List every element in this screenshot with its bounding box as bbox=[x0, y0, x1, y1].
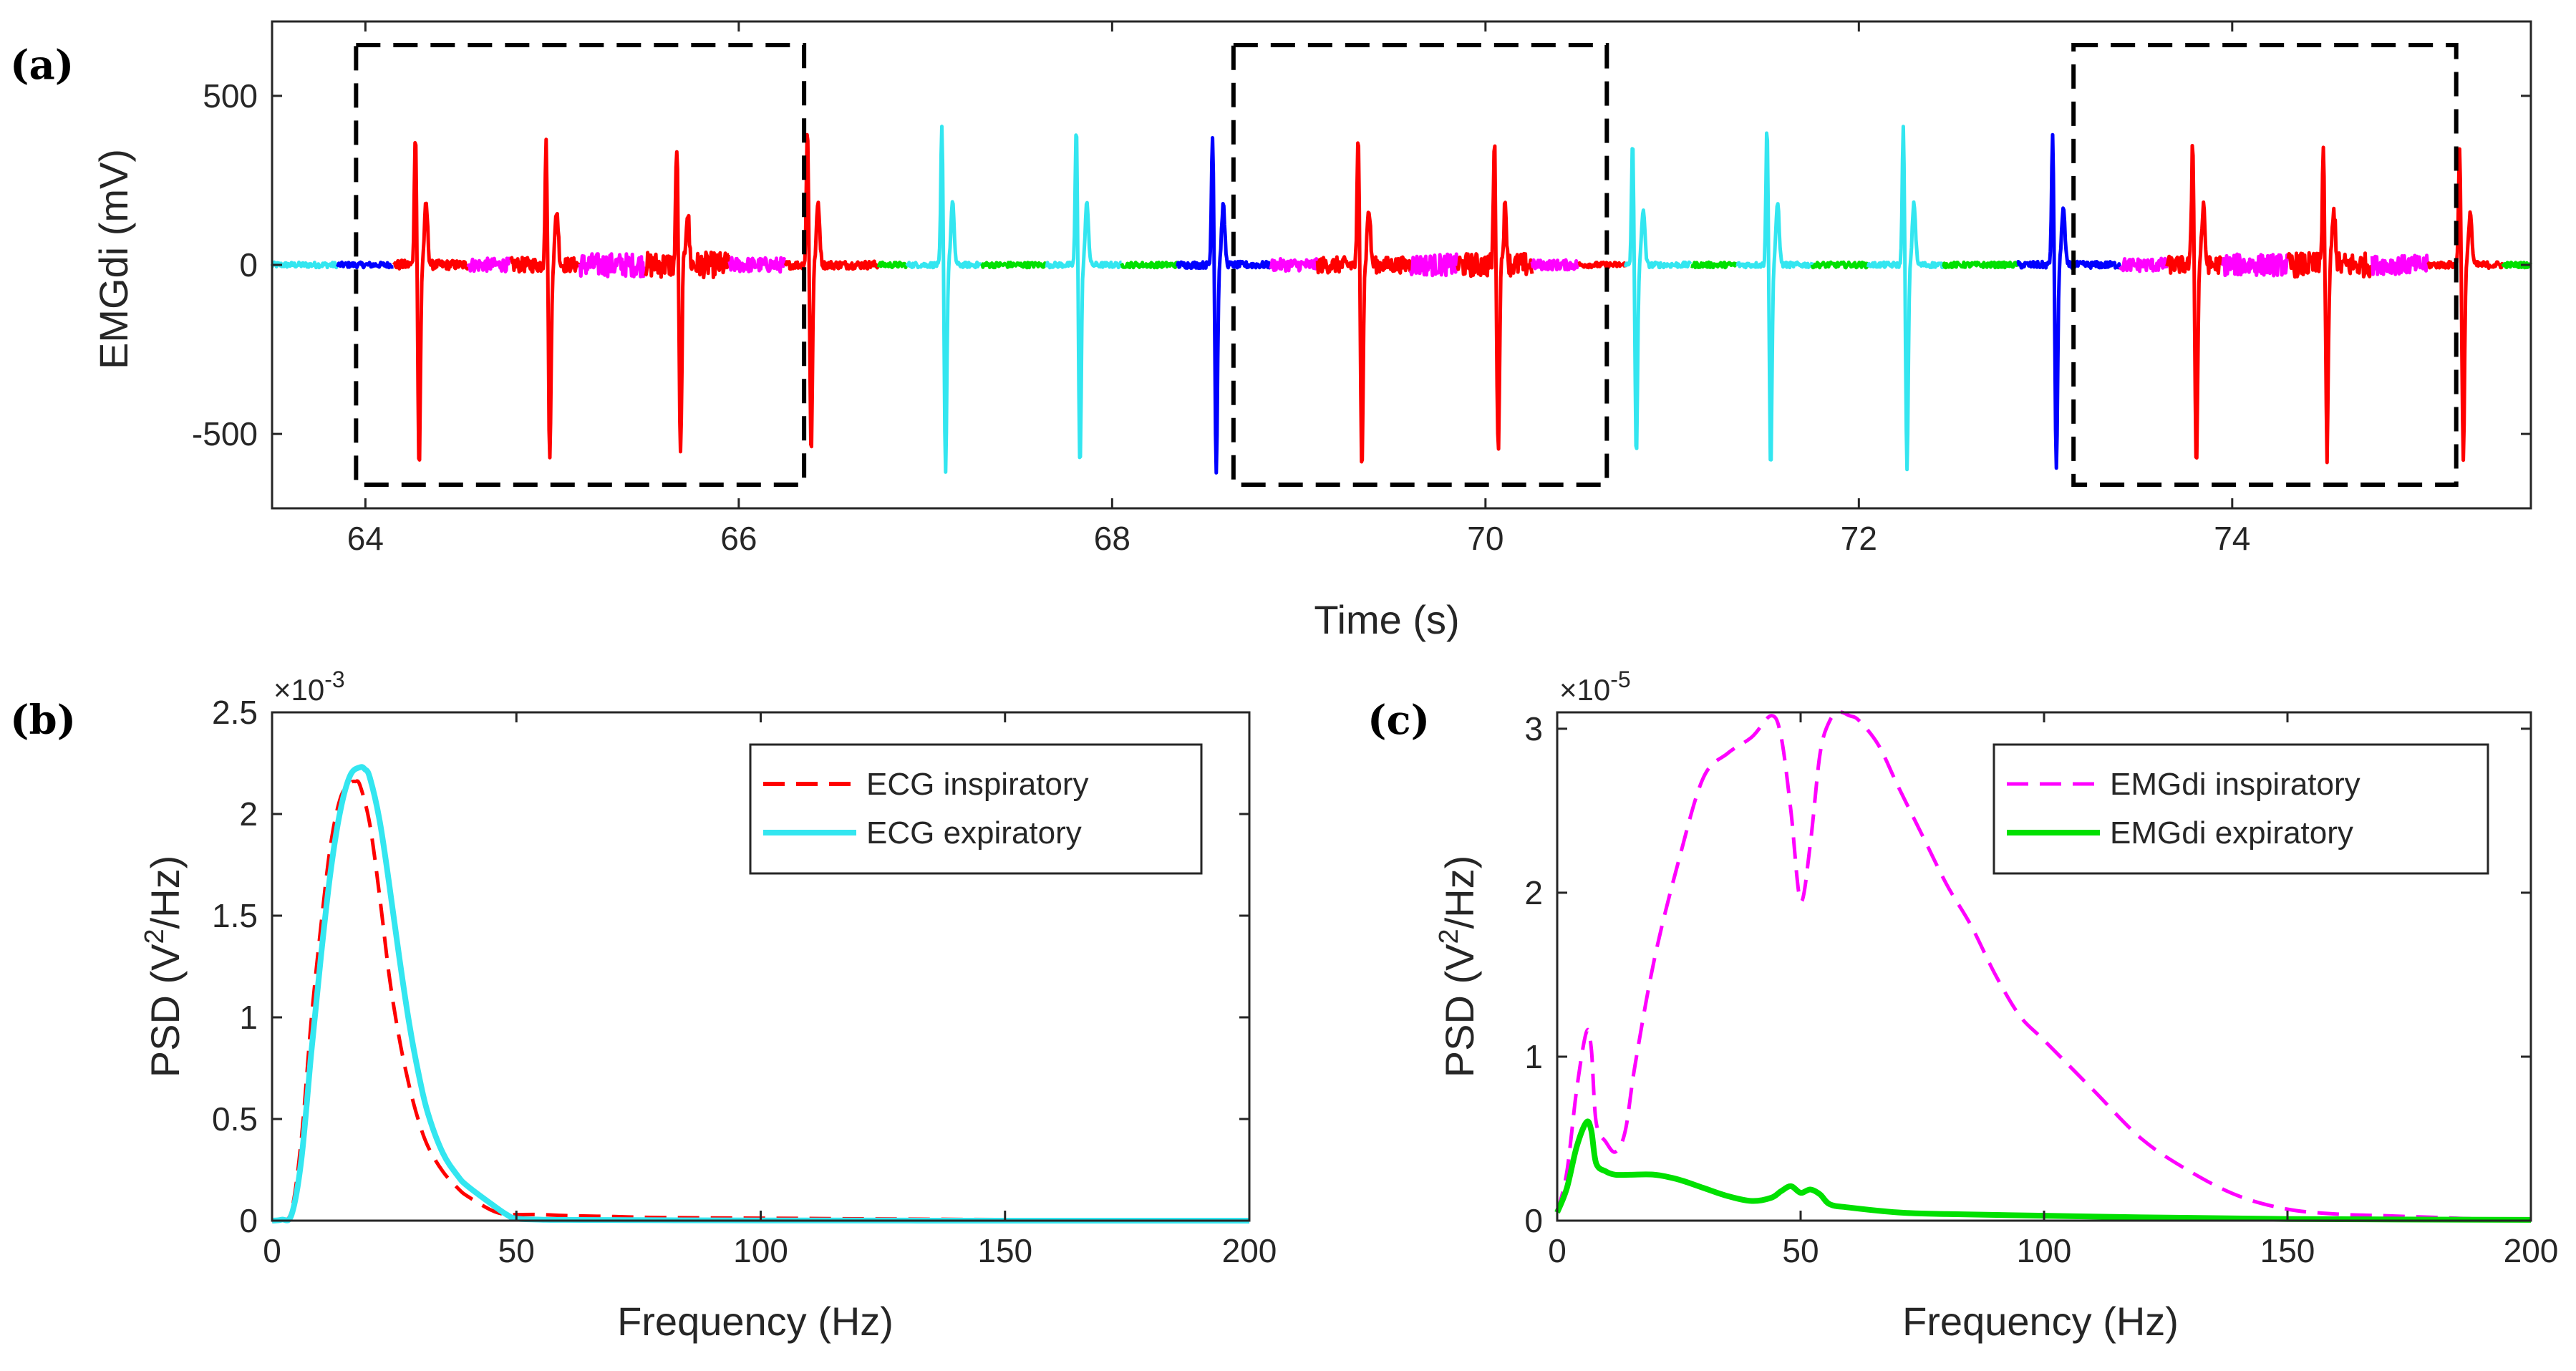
emgdi-trace-segment-magenta bbox=[1269, 257, 1320, 273]
emgdi-trace-segment-green bbox=[980, 261, 1048, 270]
emgdi-trace-segment-cyan bbox=[1045, 133, 1123, 460]
panel-a: (a) 64 66 68 70 72 74 -500 0 500 EMGdi (mV) Time… bbox=[10, 20, 2532, 642]
panel-a-xtick-label: 74 bbox=[2214, 520, 2250, 557]
emgdi-trace-segment-green bbox=[1810, 260, 1870, 270]
panel-b-axes: 0 50 100 150 200 0 0.5 1 1.5 2 2.5 bbox=[212, 694, 1277, 1269]
panel-c-xtick-label: 100 bbox=[2017, 1232, 2072, 1269]
emgdi-trace-segment-magenta bbox=[578, 252, 647, 278]
panel-b-tag: (b) bbox=[10, 697, 76, 744]
panel-a-traces bbox=[270, 125, 2532, 475]
emgdi-trace-segment-green bbox=[1942, 260, 2020, 270]
emgdi-trace-segment-red bbox=[644, 150, 730, 454]
emgdi-trace-segment-red bbox=[2426, 147, 2504, 462]
panel-c-ytick-label: 2 bbox=[1524, 874, 1543, 911]
panel-c-axes: 0 50 100 150 200 0 1 2 3 bbox=[1524, 710, 2558, 1269]
panel-b-legend-label-inspiratory: ECG inspiratory bbox=[866, 767, 1089, 802]
panel-b-ytick-label: 0.5 bbox=[212, 1100, 258, 1138]
panel-b-xtick-label: 50 bbox=[498, 1232, 535, 1269]
panel-a-xtick-label: 64 bbox=[347, 520, 384, 557]
panel-b-xtick-label: 100 bbox=[733, 1232, 788, 1269]
panel-b-legend: ECG inspiratory ECG expiratory bbox=[749, 743, 1203, 875]
emgdi-trace-segment-cyan bbox=[1735, 131, 1814, 462]
panel-c-ytick-label: 1 bbox=[1524, 1038, 1543, 1075]
emgdi-trace-segment-green bbox=[876, 260, 909, 270]
panel-b-exponent: ×10-3 bbox=[273, 667, 345, 707]
emgdi-trace-segment-green bbox=[1690, 260, 1739, 270]
panel-b-ytick-label: 2.5 bbox=[212, 694, 258, 731]
emgdi-trace-segment-magenta bbox=[1409, 252, 1459, 278]
inspiration-box-2 bbox=[1231, 43, 1609, 487]
panel-a-tag: (a) bbox=[10, 42, 74, 89]
panel-b-xtick-label: 200 bbox=[1222, 1232, 1277, 1269]
panel-b-ytick-label: 1.5 bbox=[212, 897, 258, 934]
panel-b-legend-box bbox=[749, 743, 1203, 875]
inspiration-box-1 bbox=[354, 43, 807, 487]
panel-c-legend-label-expiratory: EMGdi expiratory bbox=[2110, 815, 2353, 851]
panel-a-xlabel: Time (s) bbox=[1314, 597, 1459, 642]
emgdi-trace-segment-blue bbox=[2016, 132, 2122, 470]
panel-a-ytick-label: 500 bbox=[203, 77, 258, 115]
emgdi-trace-segment-green bbox=[2501, 261, 2532, 270]
panel-b-legend-label-expiratory: ECG expiratory bbox=[866, 815, 1082, 851]
panel-a-ytick-label: 0 bbox=[239, 246, 258, 284]
panel-c-ylabel: PSD (V2/Hz) bbox=[1434, 856, 1482, 1078]
panel-c-legend-box bbox=[1992, 743, 2489, 875]
panel-c-legend: EMGdi inspiratory EMGdi expiratory bbox=[1992, 743, 2489, 875]
panel-b-xtick-label: 0 bbox=[263, 1232, 281, 1269]
emgdi-trace-segment-cyan bbox=[270, 260, 339, 270]
panel-a-xtick-label: 70 bbox=[1467, 520, 1504, 557]
inspiration-box-3 bbox=[2071, 43, 2459, 487]
emgdi-trace-segment-red bbox=[509, 137, 582, 460]
panel-b-ytick-label: 2 bbox=[239, 795, 258, 833]
emgdi-trace-segment-magenta bbox=[2370, 253, 2431, 276]
panel-a-xtick-label: 68 bbox=[1094, 520, 1130, 557]
panel-c-xtick-label: 200 bbox=[2504, 1232, 2559, 1269]
emgdi-trace-segment-red bbox=[783, 132, 880, 449]
emgdi-trace-segment-magenta bbox=[2221, 252, 2290, 278]
panel-b: (b) 0 50 100 150 200 0 0.5 1 1.5 2 2.5 ×10-3 PSD (… bbox=[10, 667, 1277, 1344]
panel-c-legend-label-inspiratory: EMGdi inspiratory bbox=[2110, 767, 2360, 802]
emgdi-trace-segment-cyan bbox=[905, 125, 983, 474]
panel-a-xtick-label: 66 bbox=[720, 520, 757, 557]
emgdi-trace-segment-red bbox=[392, 141, 470, 462]
emgdi-trace-segment-magenta bbox=[727, 256, 787, 274]
emgdi-trace-segment-red bbox=[2286, 145, 2374, 465]
panel-c-xlabel: Frequency (Hz) bbox=[1902, 1299, 2179, 1344]
panel-c-ytick-label: 0 bbox=[1524, 1202, 1543, 1239]
panel-c-xtick-label: 0 bbox=[1548, 1232, 1567, 1269]
emgdi-trace-segment-red bbox=[1456, 144, 1534, 451]
panel-c-xtick-label: 150 bbox=[2260, 1232, 2315, 1269]
emgdi-trace-segment-blue bbox=[1176, 136, 1273, 475]
panel-a-ytick-label: -500 bbox=[192, 415, 258, 452]
panel-b-ylabel: PSD (V2/Hz) bbox=[140, 856, 188, 1078]
panel-c-ytick-label: 3 bbox=[1524, 710, 1543, 747]
panel-b-ytick-label: 0 bbox=[239, 1202, 258, 1239]
emgdi-trace-segment-magenta bbox=[466, 256, 513, 273]
panel-c-exponent: ×10-5 bbox=[1559, 667, 1631, 707]
emgdi-trace-segment-magenta bbox=[2119, 256, 2169, 273]
panel-c-series-expiratory bbox=[1554, 1118, 2532, 1223]
panel-a-dashed-boxes bbox=[354, 43, 2459, 487]
panel-a-xtick-label: 72 bbox=[1841, 520, 1877, 557]
panel-c-tag: (c) bbox=[1367, 697, 1430, 744]
panel-b-ytick-label: 1 bbox=[239, 999, 258, 1036]
emgdi-trace-segment-green bbox=[1120, 261, 1179, 270]
emgdi-trace-segment-blue bbox=[336, 260, 394, 270]
emgdi-trace-segment-red bbox=[1315, 141, 1412, 464]
panel-a-axes: 64 66 68 70 72 74 -500 0 500 bbox=[192, 20, 2532, 557]
panel-a-ylabel: EMGdi (mV) bbox=[91, 149, 136, 369]
emgdi-trace-segment-red bbox=[1577, 260, 1627, 270]
panel-c-xtick-label: 50 bbox=[1782, 1232, 1819, 1269]
emgdi-trace-segment-cyan bbox=[1866, 125, 1945, 472]
panel-c-series-inspiratory bbox=[1555, 710, 2532, 1221]
panel-b-xtick-label: 150 bbox=[977, 1232, 1032, 1269]
panel-b-xlabel: Frequency (Hz) bbox=[617, 1299, 894, 1344]
panel-c: (c) 0 50 100 150 200 0 1 2 3 ×10-5 PSD (V2/Hz) F… bbox=[1367, 667, 2558, 1344]
panel-c-traces bbox=[1554, 710, 2532, 1223]
emgdi-trace-segment-magenta bbox=[1530, 258, 1581, 272]
emgdi-trace-segment-cyan bbox=[1623, 147, 1693, 450]
emgdi-trace-segment-red bbox=[2165, 144, 2225, 460]
